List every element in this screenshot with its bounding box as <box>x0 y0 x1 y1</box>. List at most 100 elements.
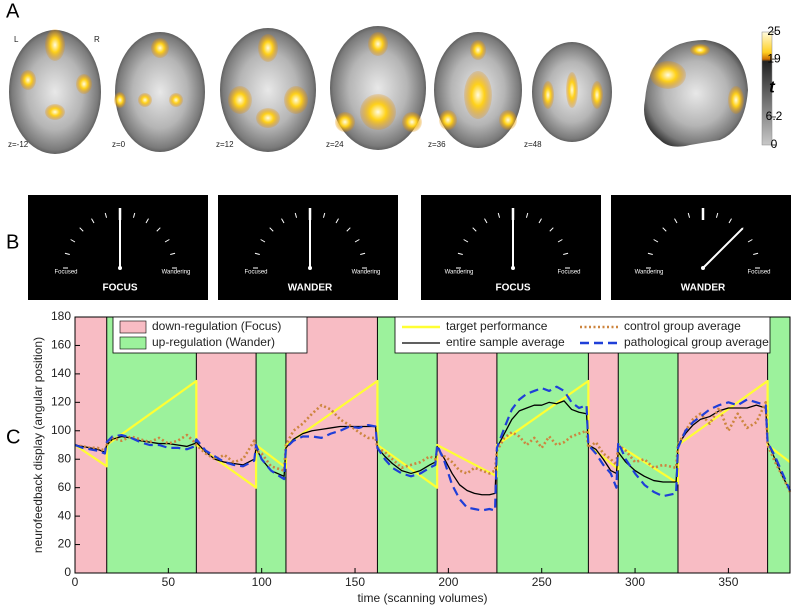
gauge-state: WANDER <box>288 283 333 294</box>
activation <box>45 104 65 120</box>
condition-block <box>285 317 378 573</box>
gauge-panel <box>28 195 208 300</box>
colorbar-tick-label: 6.2 <box>766 109 783 123</box>
colorbar <box>761 31 773 146</box>
panel-label: C <box>6 426 20 448</box>
gauge-tick <box>346 227 351 232</box>
y-axis-label: neurofeedback display (angular position) <box>31 337 45 553</box>
gauge-panel <box>421 195 601 300</box>
activation <box>169 93 183 107</box>
gauge-tick <box>525 212 529 218</box>
hemisphere-label: R <box>94 35 100 44</box>
gauge-left-label: Wandering <box>445 270 474 276</box>
x-tick-label: 150 <box>345 575 365 589</box>
gauge-tick <box>104 212 108 218</box>
condition-block <box>196 317 257 573</box>
activation <box>228 86 252 114</box>
gauge-panel <box>218 195 398 300</box>
gauge-tick <box>70 239 76 243</box>
activation <box>20 70 36 90</box>
gauge-tick <box>563 252 569 256</box>
x-tick-label: 350 <box>718 575 738 589</box>
gauge-right-label: Wandering <box>162 270 191 276</box>
gauge-tick <box>335 218 339 224</box>
slice-label: z=48 <box>524 140 542 149</box>
colorbar-tick-label: 25 <box>767 24 781 38</box>
x-tick-label: 50 <box>162 575 176 589</box>
gauge-tick <box>156 227 161 232</box>
condition-block <box>256 317 286 573</box>
condition-block <box>618 317 678 573</box>
activation <box>464 71 492 119</box>
gauge-tick <box>753 252 759 256</box>
condition-block <box>437 317 497 573</box>
activation <box>335 112 355 132</box>
y-tick-label: 120 <box>51 395 71 409</box>
slice-labels: z=-12 z=0 z=12 z=24 z=36 z=48 <box>8 140 542 149</box>
gauge-tick <box>484 218 488 224</box>
gauge-panel <box>611 195 791 300</box>
gauge-needle <box>702 227 744 269</box>
activation <box>284 86 308 114</box>
y-tick-label: 100 <box>51 423 71 437</box>
gauge-pivot <box>308 266 312 270</box>
panel-label: B <box>6 231 19 253</box>
gauge-pivot <box>701 266 705 270</box>
legend-label: target performance <box>446 319 548 333</box>
x-tick-label: 250 <box>532 575 552 589</box>
gauge-tick <box>164 239 170 243</box>
gauge-tick <box>662 227 667 232</box>
gauge-tick <box>687 212 691 218</box>
gauge-tick <box>715 212 719 218</box>
gauge-tick <box>254 252 260 256</box>
gauge-tick <box>538 218 542 224</box>
slice-label: z=-12 <box>8 140 29 149</box>
brain-slice <box>9 30 101 154</box>
y-tick-label: 0 <box>64 565 71 579</box>
activation <box>256 108 280 128</box>
gauge-tick <box>647 252 653 256</box>
activation <box>138 93 152 107</box>
condition-block <box>588 317 619 573</box>
gauge-tick <box>463 239 469 243</box>
activation <box>114 92 126 108</box>
colorbar-tick-label: 19 <box>767 51 781 65</box>
activation <box>499 110 517 130</box>
y-tick-label: 180 <box>51 309 71 323</box>
colorbar-tick-label: 0 <box>771 137 778 151</box>
colorbar-label: t <box>769 77 776 96</box>
series-line <box>74 400 791 496</box>
legend-swatch <box>119 336 147 350</box>
activation <box>151 38 169 58</box>
gauge-tick <box>79 227 84 232</box>
legend-label: down-regulation (Focus) <box>152 319 281 333</box>
x-axis-label: time (scanning volumes) <box>357 591 487 605</box>
gauge-tick <box>549 227 554 232</box>
activation <box>360 94 396 130</box>
gauge-tick <box>269 227 274 232</box>
brain-slices <box>9 26 748 154</box>
gauge-tick <box>653 239 659 243</box>
gauge-tick <box>64 252 70 256</box>
x-tick-label: 200 <box>438 575 458 589</box>
colorbar-ticks: 25 19 6.2 0 <box>766 24 783 151</box>
y-tick-label: 60 <box>58 480 72 494</box>
condition-block <box>767 317 790 573</box>
series-line <box>74 385 792 512</box>
activation <box>76 74 92 94</box>
condition-block <box>677 317 768 573</box>
slice-label: z=36 <box>428 140 446 149</box>
gauge-tick <box>145 218 149 224</box>
activation <box>728 86 744 114</box>
gauge-tick <box>260 239 266 243</box>
activation <box>368 32 388 56</box>
condition-block <box>377 317 438 573</box>
gauge-state: FOCUS <box>496 283 531 294</box>
gauge-tick <box>281 218 285 224</box>
gauge-left-label: Focused <box>54 270 77 276</box>
y-tick-label: 80 <box>58 451 72 465</box>
x-tick-label: 100 <box>252 575 272 589</box>
legend-label: pathological group average <box>624 335 769 349</box>
gauge-tick <box>674 218 678 224</box>
